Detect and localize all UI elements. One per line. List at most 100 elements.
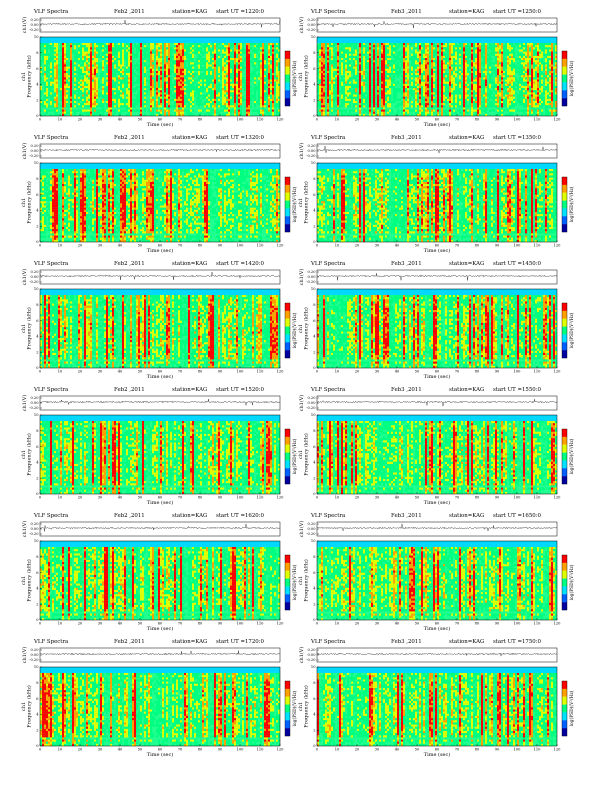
spectrogram-cell [198,54,200,56]
spectrogram-cell [126,64,128,66]
spectrogram-cell [262,101,264,103]
spectrogram-cell [144,101,146,103]
spectrogram-cell [90,49,92,51]
spectrogram-cell [230,52,232,54]
spectrogram-cell [140,43,142,45]
spectrogram-cell [248,56,250,58]
spectrogram-cell [46,45,48,47]
spectrogram-cell [208,105,210,107]
spectrogram-cell [206,60,208,62]
spectrogram-cell [112,77,114,79]
spectrogram-cell [246,62,248,64]
spectrogram-cell [40,82,42,84]
spectrogram-cell [200,67,202,69]
spectrogram-cell [90,99,92,101]
spectrogram-cell [124,110,126,112]
spectrogram-cell [128,114,130,116]
spectrogram-cell [152,80,154,82]
spectrogram-cell [176,90,178,92]
spectrogram-cell [124,52,126,54]
spectrogram-cell [270,95,272,97]
spectrogram-cell [106,54,108,56]
spectrogram-cell [260,47,262,49]
spectrogram-cell [268,54,270,56]
spectrogram-cell [96,49,98,51]
spectrogram-cell [82,52,84,54]
spectrogram-cell [52,103,54,105]
spectrogram-cell [118,82,120,84]
spectrogram-cell [184,60,186,62]
spectrogram-cell [210,75,212,77]
spectrogram-cell [108,107,110,109]
spectrogram-cell [206,62,208,64]
spectrogram-cell [60,110,62,112]
spectrogram-cell [254,62,256,64]
spectrogram-cell [164,71,166,73]
spectrogram-cell [180,52,182,54]
spectrogram-cell [78,84,80,86]
spectrogram-cell [88,71,90,73]
spectrogram-cell [90,82,92,84]
spectrogram-cell [46,110,48,112]
spectrogram-cell [144,80,146,82]
spectrogram-cell [226,84,228,86]
spectrogram-cell [160,103,162,105]
spectrogram-cell [138,77,140,79]
spectrogram-cell [248,90,250,92]
spectrogram-cell [118,84,120,86]
spectrogram-cell [214,114,216,116]
spectrogram-cell [166,67,168,69]
spectrogram-cell [82,47,84,49]
spectrogram-cell [184,86,186,88]
spectrogram-cell [222,73,224,75]
spectrogram-cell [208,73,210,75]
spectrogram-cell [64,56,66,58]
spectrogram-cell [206,82,208,84]
spectrogram-cell [238,69,240,71]
spectrogram-cell [242,80,244,82]
spectrogram-cell [54,103,56,105]
spectrogram-cell [206,45,208,47]
spectrogram-cell [42,60,44,62]
spectrogram-cell [50,97,52,99]
spectrogram-cell [46,56,48,58]
spectrogram-cell [132,52,134,54]
spectrogram-cell [94,105,96,107]
spectrogram-cell [190,114,192,116]
spectrogram-cell [210,64,212,66]
spectrogram-cell [176,99,178,101]
spectrogram-cell [212,52,214,54]
spectrogram-cell [230,60,232,62]
spectrogram-cell [158,60,160,62]
spectrogram-cell [90,105,92,107]
spectrogram-cell [226,107,228,109]
spectrogram-cell [128,97,130,99]
spectrogram-cell [128,49,130,51]
spectrogram-cell [214,47,216,49]
spectrogram-cell [218,62,220,64]
spectrogram-cell [224,99,226,101]
spectrogram-cell [66,49,68,51]
spectrogram-cell [116,82,118,84]
spectrogram-cell [240,49,242,51]
spectrogram-cell [130,52,132,54]
spectrogram-cell [42,52,44,54]
spectrogram-cell [62,62,64,64]
spectrogram-cell [122,105,124,107]
waveform-trace [40,20,280,27]
spectrogram-cell [212,86,214,88]
spectrogram-cell [158,112,160,114]
spectrogram-cell [248,88,250,90]
spectrogram-cell [204,49,206,51]
spectrogram-cell [188,84,190,86]
spectrogram-cell [110,47,112,49]
spectrogram-cell [230,64,232,66]
spectrogram-cell [268,52,270,54]
spectrogram-cell [262,58,264,60]
spectrogram-cell [88,64,90,66]
spectrogram-cell [176,71,178,73]
spectrogram-cell [156,114,158,116]
spectrogram-cell [112,75,114,77]
spectrogram-cell [258,90,260,92]
spectrogram-cell [246,73,248,75]
